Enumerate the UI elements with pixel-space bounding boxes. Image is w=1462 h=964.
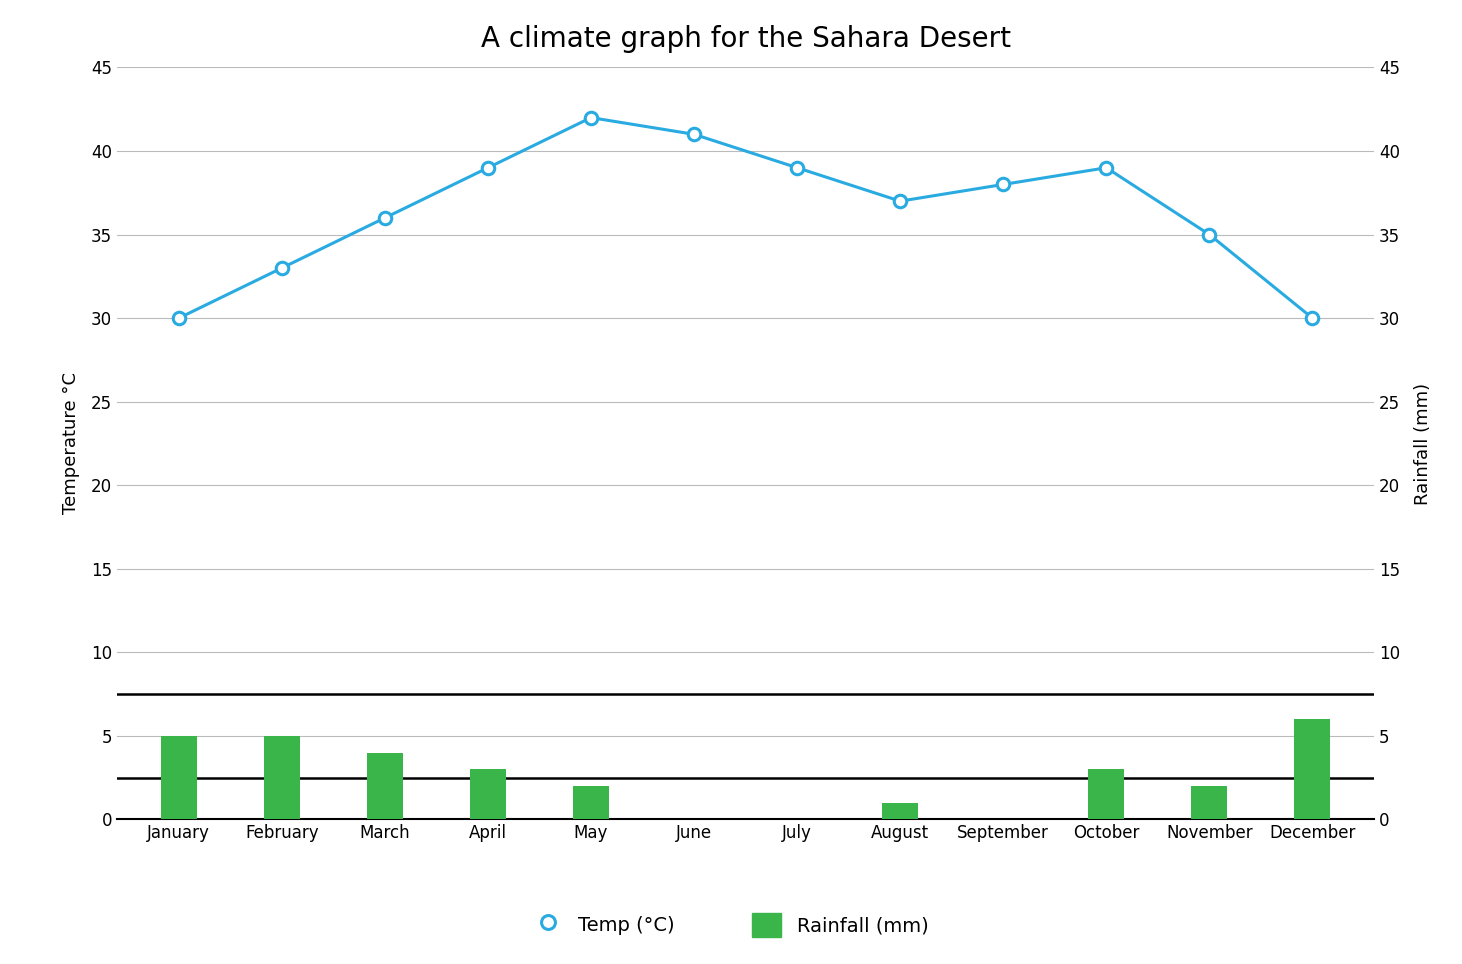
Bar [882, 803, 918, 819]
Bar [1088, 769, 1124, 819]
Title: A climate graph for the Sahara Desert: A climate graph for the Sahara Desert [481, 25, 1010, 53]
Bar [469, 769, 506, 819]
Bar [161, 736, 197, 819]
Bar [573, 786, 610, 819]
Legend: Temp (°C), Rainfall (mm): Temp (°C), Rainfall (mm) [525, 905, 937, 945]
Y-axis label: Rainfall (mm): Rainfall (mm) [1414, 383, 1433, 504]
Bar [1192, 786, 1228, 819]
Bar [1294, 719, 1330, 819]
Y-axis label: Temperature °C: Temperature °C [61, 372, 80, 515]
Bar [263, 736, 300, 819]
Bar [367, 753, 404, 819]
